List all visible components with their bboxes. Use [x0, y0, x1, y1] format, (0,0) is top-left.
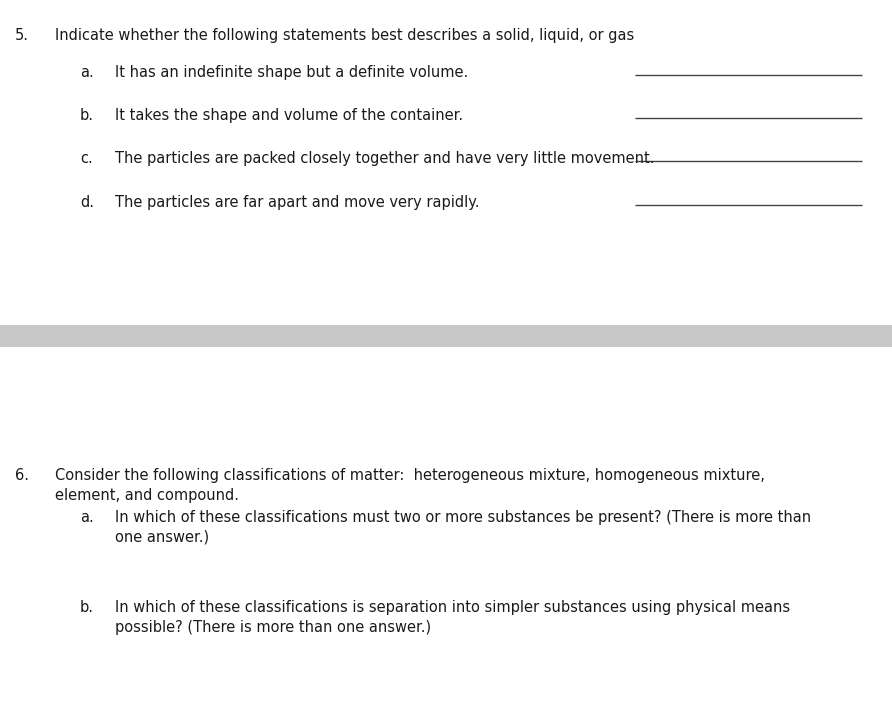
Text: The particles are packed closely together and have very little movement.: The particles are packed closely togethe…: [115, 151, 655, 166]
Text: element, and compound.: element, and compound.: [55, 488, 239, 503]
Text: possible? (There is more than one answer.): possible? (There is more than one answer…: [115, 620, 431, 635]
Text: The particles are far apart and move very rapidly.: The particles are far apart and move ver…: [115, 195, 480, 210]
Text: b.: b.: [80, 600, 94, 615]
Text: 6.: 6.: [15, 468, 29, 483]
Text: In which of these classifications is separation into simpler substances using ph: In which of these classifications is sep…: [115, 600, 790, 615]
Text: a.: a.: [80, 510, 94, 525]
Text: c.: c.: [80, 151, 93, 166]
Text: Indicate whether the following statements best describes a solid, liquid, or gas: Indicate whether the following statement…: [55, 28, 634, 43]
Text: It takes the shape and volume of the container.: It takes the shape and volume of the con…: [115, 108, 463, 123]
Bar: [0, 325, 892, 347]
Text: b.: b.: [80, 108, 94, 123]
Text: In which of these classifications must two or more substances be present? (There: In which of these classifications must t…: [115, 510, 811, 525]
Text: It has an indefinite shape but a definite volume.: It has an indefinite shape but a definit…: [115, 65, 468, 80]
Text: d.: d.: [80, 195, 94, 210]
Text: a.: a.: [80, 65, 94, 80]
Text: Consider the following classifications of matter:  heterogeneous mixture, homoge: Consider the following classifications o…: [55, 468, 764, 483]
Text: 5.: 5.: [15, 28, 29, 43]
Text: one answer.): one answer.): [115, 530, 209, 545]
